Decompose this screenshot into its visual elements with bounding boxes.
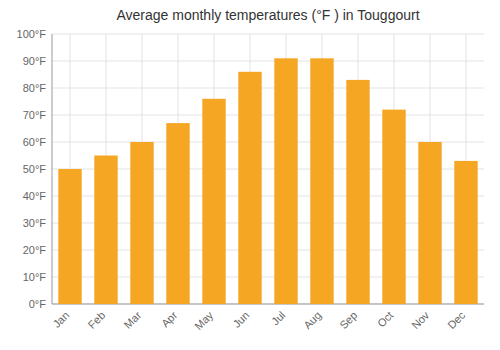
y-tick-label: 20°F (23, 244, 47, 256)
x-tick-label: Jul (269, 309, 287, 327)
x-tick-label: Nov (409, 309, 432, 332)
bar (310, 58, 333, 304)
y-tick-label: 30°F (23, 217, 47, 229)
bar (346, 80, 369, 304)
bar (382, 110, 405, 304)
grid (52, 34, 484, 304)
bar (130, 142, 153, 304)
y-grid-line (52, 115, 484, 116)
axes: 0°F 10°F 20°F 30°F 40°F 50°F 60°F 70°F 80°F 90°F 1… (17, 28, 484, 332)
bar (166, 123, 189, 304)
bar (274, 58, 297, 304)
y-grid-line (52, 34, 484, 35)
bar (94, 156, 117, 305)
y-tick-label: 40°F (23, 190, 47, 202)
y-grid-line (52, 88, 484, 89)
title: Average monthly temperatures (°F ) in To… (116, 7, 419, 23)
x-tick-label: Jun (230, 309, 251, 330)
x-tick-label: Oct (375, 309, 396, 330)
y-tick-label: 60°F (23, 136, 47, 148)
x-tick-label: Apr (159, 309, 180, 330)
x-tick-label: Dec (445, 309, 468, 332)
y-tick-label: 80°F (23, 82, 47, 94)
x-tick-label: Sep (337, 309, 359, 331)
x-tick-label: Jan (50, 309, 71, 330)
bar (454, 161, 477, 304)
y-grid-line (52, 61, 484, 62)
x-tick-label: May (192, 309, 216, 333)
y-tick-label: 0°F (29, 298, 47, 310)
bar (418, 142, 441, 304)
x-tick-label: Aug (301, 309, 323, 331)
x-tick-label: Mar (122, 309, 144, 331)
bars (58, 58, 477, 304)
bar (238, 72, 261, 304)
chart: 0°F 10°F 20°F 30°F 40°F 50°F 60°F 70°F 80°F 90°F 1… (0, 0, 500, 350)
y-tick-label: 70°F (23, 109, 47, 121)
bar (58, 169, 81, 304)
y-tick-label: 100°F (17, 28, 47, 40)
y-tick-label: 10°F (23, 271, 47, 283)
x-tick-label: Feb (86, 309, 108, 331)
bar (202, 99, 225, 304)
y-axis-line (52, 34, 53, 304)
y-tick-label: 90°F (23, 55, 47, 67)
y-tick-label: 50°F (23, 163, 47, 175)
chart-container: 0°F 10°F 20°F 30°F 40°F 50°F 60°F 70°F 80°F 90°F 1… (0, 0, 500, 350)
